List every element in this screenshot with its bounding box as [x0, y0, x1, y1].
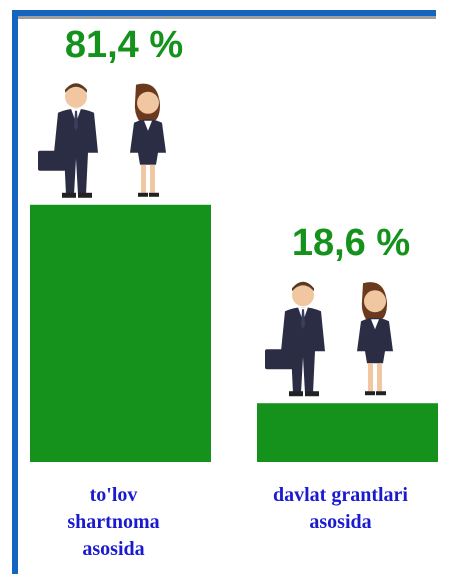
category-label: davlat grantlari asosida — [273, 484, 408, 533]
frame-left — [12, 10, 18, 574]
bar — [257, 403, 438, 462]
bar — [30, 204, 211, 462]
value-label: 18,6 % — [292, 222, 410, 264]
frame-top — [12, 10, 436, 16]
people-icon — [265, 281, 393, 397]
category-label: to'lov shartnoma asosida — [67, 484, 160, 560]
value-label: 81,4 % — [65, 24, 183, 66]
frame-shadow — [18, 16, 436, 19]
people-icon — [38, 83, 166, 198]
